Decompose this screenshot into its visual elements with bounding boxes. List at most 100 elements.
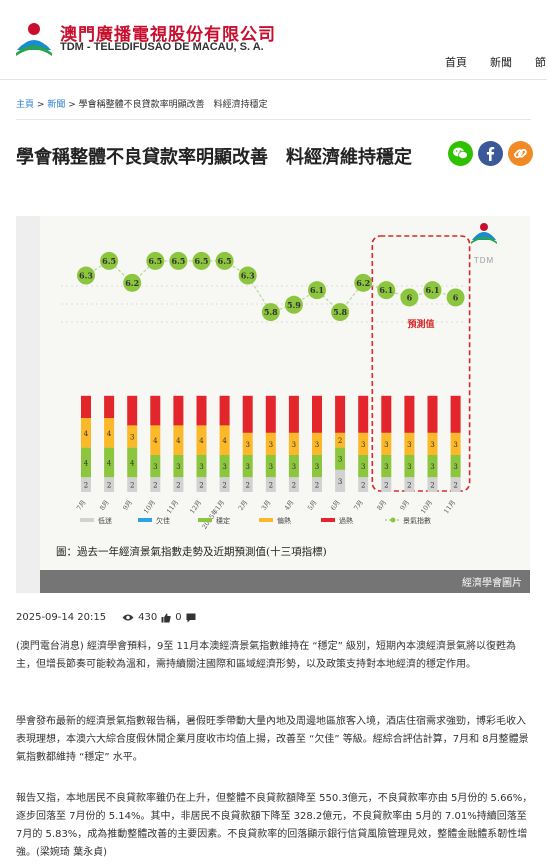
index-value-label: 5.8 (333, 307, 347, 317)
bar-segment-label: 3 (245, 463, 249, 471)
article-paragraph: 報告又指，本地居民不良貸款率雖仍在上升，但整體不良貸款額降至 550.3億元，不… (16, 793, 533, 858)
bar-segment (265, 432, 276, 455)
tdm-logo-icon[interactable] (14, 20, 54, 58)
bar-segment (335, 395, 346, 433)
bar-segment-label: 3 (269, 441, 273, 449)
index-value-label: 6.1 (379, 285, 393, 295)
bar-segment (404, 395, 415, 433)
bar-segment-label: 4 (199, 437, 204, 445)
comment-icon[interactable] (186, 613, 196, 623)
bar-segment-label: 2 (430, 482, 434, 490)
breadcrumb-separator: > (68, 100, 76, 110)
index-point (331, 303, 350, 322)
watermark-text: TDM (474, 256, 494, 265)
index-point (284, 295, 303, 314)
bar-segment (450, 477, 461, 492)
index-point (377, 281, 396, 300)
x-tick-label: 7月 (352, 499, 365, 512)
bar-segment (358, 455, 369, 478)
bar-segment-label: 3 (384, 441, 388, 449)
x-tick-label: 10月 (419, 499, 434, 516)
nav-home[interactable]: 首頁 (445, 56, 467, 69)
index-value-label: 6.1 (310, 285, 324, 295)
divider (16, 119, 531, 120)
bar-segment-label: 3 (269, 463, 273, 471)
main-nav: 首頁 新聞 節 (0, 54, 547, 80)
bar-segment (427, 455, 438, 478)
bar-segment (196, 425, 207, 455)
x-tick-label: 4月 (283, 499, 296, 512)
facebook-icon (478, 141, 503, 166)
watermark-logo-icon (480, 223, 488, 231)
bar-segment-label: 2 (107, 482, 111, 490)
bar-segment-label: 3 (430, 463, 434, 471)
bar-segment (150, 455, 161, 478)
bar-segment (381, 395, 392, 433)
index-point (169, 251, 188, 270)
nav-programs[interactable]: 節 (535, 56, 546, 69)
bar-segment (81, 395, 91, 418)
wechat-share-button[interactable] (448, 141, 473, 166)
bar-segment (450, 395, 461, 433)
index-point (77, 266, 95, 285)
bar-segment (150, 425, 161, 455)
bar-segment (427, 477, 438, 492)
index-point (446, 288, 465, 307)
eye-icon (122, 614, 134, 621)
bar-segment-label: 3 (292, 463, 296, 471)
bar-segment (450, 432, 461, 455)
bar-segment (427, 432, 438, 455)
index-value-label: 6.5 (195, 256, 209, 266)
bar-segment-label: 2 (315, 482, 319, 490)
breadcrumb-home[interactable]: 主頁 (16, 100, 35, 110)
index-value-label: 6.2 (356, 278, 370, 288)
index-value-label: 6.3 (79, 271, 93, 281)
article-figure[interactable]: 預測值 TDM 6.3 6.5 6.2 6.5 6.5 6.5 6.5 6.3 5.8 5.9 6.1 5… (16, 216, 530, 593)
x-tick-label: 11月 (442, 499, 457, 516)
bar-segment (288, 395, 299, 433)
breadcrumb-news[interactable]: 新聞 (47, 100, 66, 110)
bar-segment-label: 2 (407, 482, 411, 490)
index-value-label: 6.5 (148, 256, 162, 266)
wechat-icon (448, 141, 473, 166)
index-point (354, 273, 373, 292)
index-point (400, 288, 419, 307)
nav-news[interactable]: 新聞 (490, 56, 512, 69)
bar-segment (104, 477, 115, 492)
legend-swatch (198, 518, 212, 522)
bar-segment (127, 477, 138, 492)
index-point (423, 281, 442, 300)
thumbs-up-icon[interactable] (161, 613, 171, 623)
legend-swatch (80, 518, 94, 522)
bar-segment (265, 395, 276, 433)
x-tick-label: 2025年1月 (200, 498, 227, 531)
copy-link-button[interactable] (508, 141, 533, 166)
legend-label: 景氣指數 (403, 516, 431, 525)
legend-label: 過熱 (339, 516, 353, 525)
site-header: 澳門廣播電視股份有限公司 TDM - TELEDIFUSÃO DE MACAU,… (0, 0, 547, 80)
article-paragraph: (澳門電台消息) 經濟學會預料，9至 11月本澳經濟景氣指數維持在 “穩定” 級… (16, 641, 516, 670)
bar-segment (312, 395, 322, 433)
index-value-label: 6.5 (171, 256, 185, 266)
bar-segment-label: 2 (361, 482, 365, 490)
bar-segment (312, 477, 322, 492)
bar-segment (288, 432, 299, 455)
bar-segment-label: 3 (430, 441, 434, 449)
bar-segment (127, 425, 138, 448)
legend-swatch (259, 518, 273, 522)
bar-segment (404, 455, 415, 478)
facebook-share-button[interactable] (478, 141, 503, 166)
bar-segment (404, 477, 415, 492)
bar-segment (219, 425, 230, 455)
bar-segment (335, 432, 346, 448)
bar-segment-label: 3 (292, 441, 296, 449)
publish-date: 2025-09-14 20:15 (16, 612, 107, 623)
x-tick-label: 2月 (237, 499, 250, 512)
bar-segment-label: 4 (84, 430, 89, 438)
legend-marker (390, 517, 396, 523)
bar-segment-label: 3 (453, 463, 457, 471)
bar-segment-label: 3 (361, 441, 365, 449)
legend-label: 偏熱 (277, 516, 291, 525)
brand-name-en: TDM - TELEDIFUSÃO DE MACAU, S. A. (60, 41, 264, 53)
bar-segment (81, 418, 91, 448)
